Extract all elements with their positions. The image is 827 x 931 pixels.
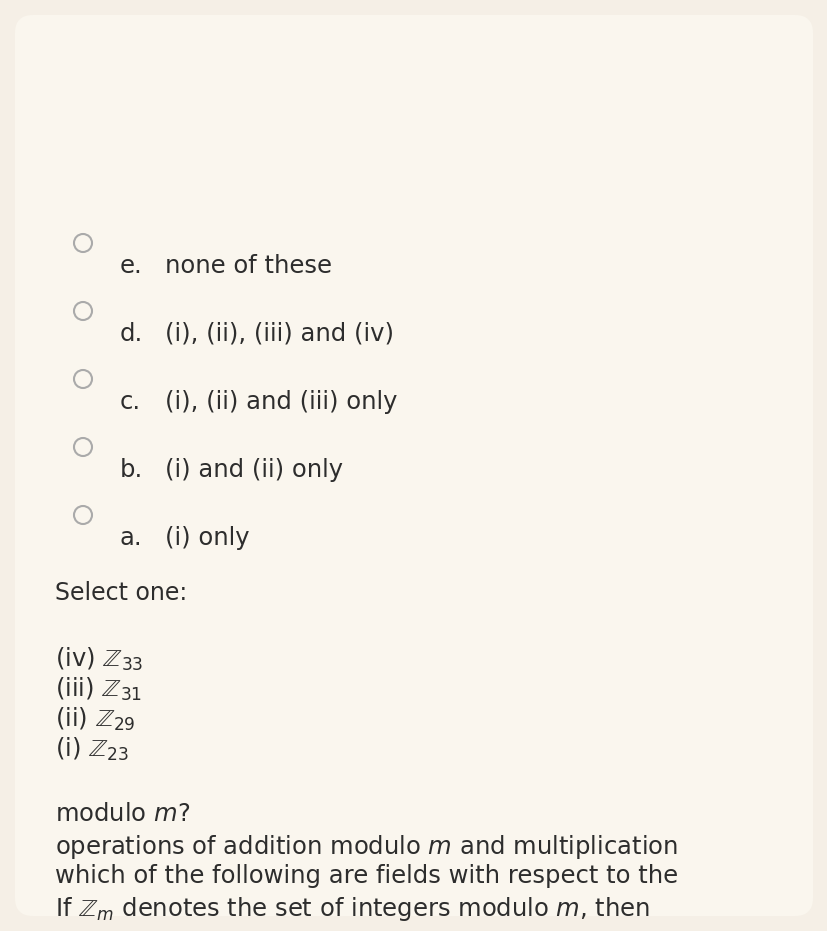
Text: (i), (ii) and (iii) only: (i), (ii) and (iii) only — [165, 390, 397, 414]
Text: operations of addition modulo $m$ and multiplication: operations of addition modulo $m$ and mu… — [55, 833, 677, 861]
Text: If $\mathbb{Z}_m$ denotes the set of integers modulo $m$, then: If $\mathbb{Z}_m$ denotes the set of int… — [55, 895, 649, 923]
Text: (i), (ii), (iii) and (iv): (i), (ii), (iii) and (iv) — [165, 322, 394, 346]
Text: (i) and (ii) only: (i) and (ii) only — [165, 458, 342, 482]
Text: which of the following are fields with respect to the: which of the following are fields with r… — [55, 864, 677, 888]
Text: a.: a. — [120, 526, 142, 550]
Text: modulo $m$?: modulo $m$? — [55, 802, 190, 826]
Text: (i) only: (i) only — [165, 526, 249, 550]
Text: Select one:: Select one: — [55, 581, 187, 605]
Text: (ii) $\mathbb{Z}_{29}$: (ii) $\mathbb{Z}_{29}$ — [55, 706, 136, 734]
Text: c.: c. — [120, 390, 141, 414]
Text: (i) $\mathbb{Z}_{23}$: (i) $\mathbb{Z}_{23}$ — [55, 736, 129, 763]
Text: d.: d. — [120, 322, 143, 346]
FancyBboxPatch shape — [15, 15, 812, 916]
Text: none of these: none of these — [165, 254, 332, 278]
Text: (iv) $\mathbb{Z}_{33}$: (iv) $\mathbb{Z}_{33}$ — [55, 646, 143, 673]
Text: b.: b. — [120, 458, 143, 482]
Text: (iii) $\mathbb{Z}_{31}$: (iii) $\mathbb{Z}_{31}$ — [55, 676, 142, 703]
Text: e.: e. — [120, 254, 142, 278]
